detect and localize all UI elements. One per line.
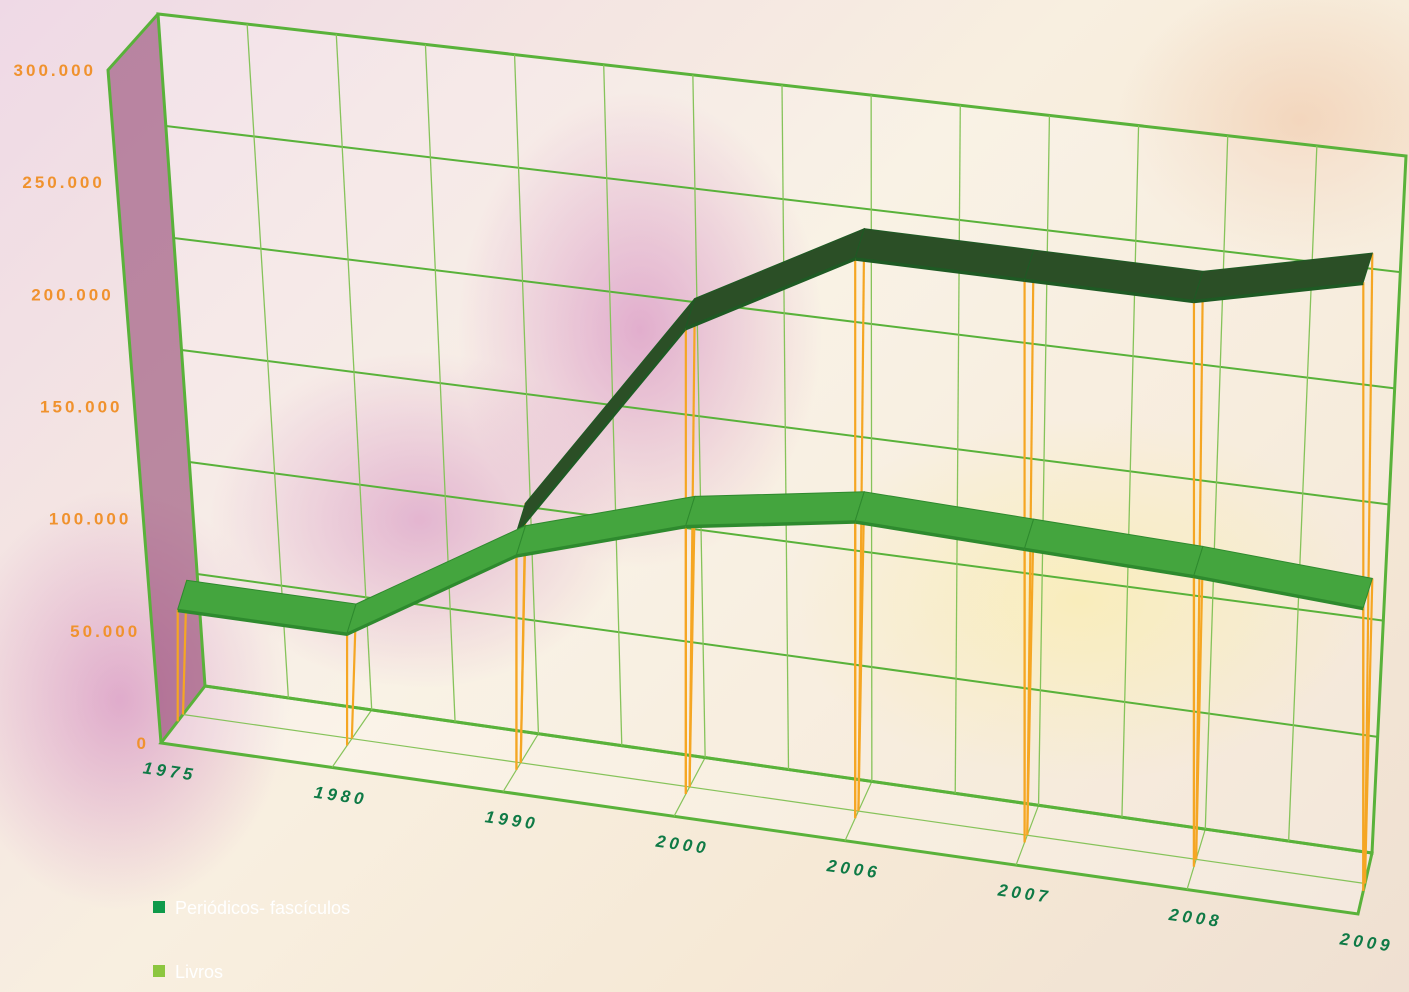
back-grid-vline: [870, 95, 873, 782]
ribbon-edge: [685, 520, 856, 529]
ribbon-edge: [685, 257, 856, 331]
ribbon-edge: [1193, 282, 1364, 304]
back-grid: [156, 12, 1408, 855]
x-tick-label: 1990: [484, 807, 540, 833]
drop-line: [688, 496, 696, 787]
ribbon-edge: [177, 609, 348, 636]
x-tick-label: 2009: [1338, 929, 1395, 955]
back-grid-vline: [1121, 125, 1140, 818]
back-grid-vline: [513, 54, 540, 734]
back-grid-vline: [335, 34, 373, 710]
y-tick-label: 0: [137, 734, 149, 753]
y-tick-label: 150.000: [40, 398, 122, 417]
x-tick-label: 2006: [825, 856, 882, 882]
y-axis-ticks: 0 50.000 100.000 150.000 200.000 250.000 300.0…: [14, 61, 149, 753]
x-tick-label: 2000: [654, 832, 711, 858]
x-tick-label: 2008: [1167, 905, 1224, 931]
y-tick-label: 100.000: [49, 510, 131, 529]
series-0: [516, 227, 1374, 536]
ribbon-edge: [347, 554, 517, 636]
ribbon-edge: [855, 257, 1025, 282]
drop-line: [1363, 578, 1374, 884]
x-tick-label: 2007: [996, 880, 1053, 906]
back-grid-vline: [1037, 115, 1051, 806]
back-grid-vline: [1204, 135, 1229, 830]
ribbon-edge: [1024, 548, 1194, 579]
ribbon-segment: [1193, 545, 1373, 608]
legend-swatch-periodicos: [153, 901, 165, 913]
drop-line: [857, 491, 866, 812]
floor-grid-line: [182, 713, 1366, 885]
y-tick-label: 250.000: [22, 173, 104, 192]
ribbon-segment: [1193, 252, 1374, 301]
drop-line: [519, 525, 527, 763]
ribbon-edge: [1193, 575, 1364, 611]
left-wall-edge: [106, 13, 163, 744]
legend-swatch-livros: [153, 965, 165, 977]
left-wall-panel: [108, 14, 205, 743]
series-1: [177, 491, 1373, 636]
drop-line: [1195, 546, 1205, 860]
legend-item-livros: Livros: [153, 962, 223, 983]
drop-line: [1363, 253, 1374, 884]
back-grid-vline: [692, 74, 706, 758]
x-tick-label: 1980: [313, 783, 369, 809]
back-grid-vline: [954, 105, 961, 794]
back-grid-vline: [424, 44, 456, 722]
ribbon-edge: [516, 525, 686, 558]
back-grid-vline: [246, 24, 290, 698]
legend-label-livros: Livros: [175, 962, 224, 982]
series-ribbons: [177, 227, 1374, 636]
back-grid-vline: [781, 84, 790, 770]
ribbon-edge: [1024, 279, 1194, 304]
y-tick-label: 300.000: [14, 61, 96, 80]
left-wall: [106, 13, 205, 744]
x-tick-label: 1975: [142, 758, 198, 784]
drop-line: [1026, 519, 1035, 836]
ribbon-segment: [685, 491, 865, 526]
y-tick-label: 50.000: [70, 622, 140, 641]
ribbon-edge: [855, 520, 1025, 552]
legend-label-periodicos: Periódicos- fascículos: [175, 898, 351, 918]
legend-item-periodicos: Periódicos- fascículos: [153, 898, 350, 919]
drop-lines: [176, 228, 1374, 891]
y-tick-label: 200.000: [31, 285, 113, 304]
